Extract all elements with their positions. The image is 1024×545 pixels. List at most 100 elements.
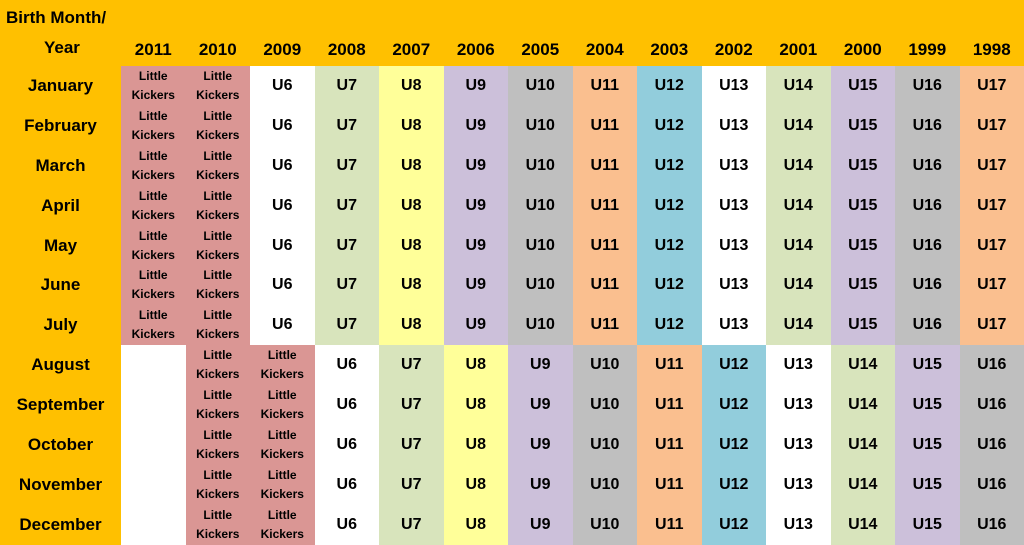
age-group-cell: U10 xyxy=(508,146,573,186)
age-group-cell: U12 xyxy=(637,106,702,146)
age-group-cell: U8 xyxy=(444,505,509,545)
age-group-cell: U6 xyxy=(250,106,315,146)
year-header: 2002 xyxy=(702,0,767,66)
empty-cell xyxy=(121,505,186,545)
little-kickers-text: Little xyxy=(186,266,251,285)
month-label: April xyxy=(0,186,121,226)
age-group-cell: U7 xyxy=(315,305,380,345)
little-kickers-text: Little xyxy=(186,346,251,365)
age-group-cell: U14 xyxy=(831,385,896,425)
month-label: December xyxy=(0,505,121,545)
age-group-cell: U6 xyxy=(250,146,315,186)
little-kickers-text: Little xyxy=(186,426,251,445)
age-group-cell: U9 xyxy=(444,186,509,226)
age-group-cell: U9 xyxy=(444,226,509,266)
age-group-cell: U12 xyxy=(637,265,702,305)
little-kickers-text: Little xyxy=(121,67,186,86)
age-group-cell: U8 xyxy=(379,146,444,186)
little-kickers-text: Kickers xyxy=(250,365,315,384)
month-label: August xyxy=(0,345,121,385)
year-header: 2009 xyxy=(250,0,315,66)
year-header: 2007 xyxy=(379,0,444,66)
little-kickers-text: Little xyxy=(250,466,315,485)
age-group-cell: U17 xyxy=(960,305,1024,345)
age-group-cell: U8 xyxy=(379,106,444,146)
little-kickers-text: Little xyxy=(250,386,315,405)
year-header: 2010 xyxy=(186,0,251,66)
age-group-cell: U7 xyxy=(315,106,380,146)
age-group-cell: U12 xyxy=(637,146,702,186)
age-group-cell: U6 xyxy=(315,345,380,385)
little-kickers-text: Little xyxy=(121,147,186,166)
age-group-cell: U14 xyxy=(831,465,896,505)
little-kickers-text: Kickers xyxy=(186,166,251,185)
age-group-cell: U16 xyxy=(960,465,1024,505)
year-header: 2011 xyxy=(121,0,186,66)
little-kickers-text: Little xyxy=(250,506,315,525)
age-group-cell: U16 xyxy=(895,66,960,106)
little-kickers-text: Kickers xyxy=(121,126,186,145)
age-group-cell: U9 xyxy=(444,265,509,305)
age-group-cell: U11 xyxy=(573,186,638,226)
age-group-cell: U14 xyxy=(831,425,896,465)
little-kickers-text: Kickers xyxy=(186,126,251,145)
little-kickers-text: Kickers xyxy=(121,246,186,265)
little-kickers-text: Kickers xyxy=(250,485,315,504)
age-group-cell: U13 xyxy=(702,265,767,305)
age-group-cell: U12 xyxy=(637,66,702,106)
little-kickers-text: Little xyxy=(121,306,186,325)
year-header: 2006 xyxy=(444,0,509,66)
age-group-cell: U7 xyxy=(315,66,380,106)
age-group-cell: U13 xyxy=(766,465,831,505)
age-group-cell: U6 xyxy=(250,186,315,226)
little-kickers-text: Little xyxy=(121,187,186,206)
age-group-cell: U12 xyxy=(702,385,767,425)
little-kickers-text: Little xyxy=(250,426,315,445)
age-group-cell: U12 xyxy=(702,425,767,465)
age-group-cell: U6 xyxy=(250,226,315,266)
age-group-cell: U7 xyxy=(379,465,444,505)
month-label: July xyxy=(0,305,121,345)
age-group-cell: U8 xyxy=(379,186,444,226)
age-group-cell: U16 xyxy=(895,226,960,266)
age-group-cell: U12 xyxy=(702,465,767,505)
age-group-cell: U10 xyxy=(508,265,573,305)
month-label: May xyxy=(0,226,121,266)
age-group-cell: U11 xyxy=(573,66,638,106)
age-group-cell: U6 xyxy=(315,505,380,545)
age-group-cell: U11 xyxy=(637,425,702,465)
age-group-cell: U10 xyxy=(573,385,638,425)
little-kickers-text: Little xyxy=(186,67,251,86)
age-group-cell: U9 xyxy=(444,146,509,186)
age-group-cell: U13 xyxy=(702,305,767,345)
empty-cell xyxy=(121,345,186,385)
little-kickers-text: Kickers xyxy=(250,525,315,544)
little-kickers-text: Kickers xyxy=(250,405,315,424)
month-label: November xyxy=(0,465,121,505)
age-group-cell: U14 xyxy=(766,146,831,186)
age-group-cell: U15 xyxy=(895,425,960,465)
little-kickers-text: Kickers xyxy=(121,206,186,225)
age-group-cell: U8 xyxy=(379,226,444,266)
age-group-cell: U16 xyxy=(895,146,960,186)
age-group-cell: U14 xyxy=(766,186,831,226)
corner-label-line2: Year xyxy=(6,33,121,63)
age-group-cell: U10 xyxy=(508,66,573,106)
age-group-cell: U14 xyxy=(766,305,831,345)
little-kickers-text: Kickers xyxy=(186,365,251,384)
age-group-cell: U7 xyxy=(379,385,444,425)
age-group-cell: U11 xyxy=(573,265,638,305)
age-group-cell: U13 xyxy=(766,425,831,465)
